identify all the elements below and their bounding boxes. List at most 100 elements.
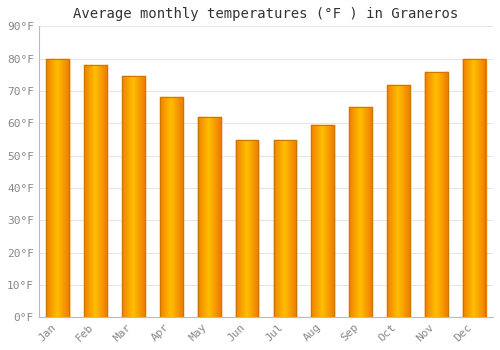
Bar	[90, 65, 91, 317]
Bar	[124, 76, 125, 317]
Bar	[162, 97, 163, 317]
Bar	[403, 84, 404, 317]
Bar	[248, 140, 250, 317]
Bar	[436, 72, 437, 317]
Bar	[205, 117, 206, 317]
Bar	[400, 84, 402, 317]
Bar	[94, 65, 95, 317]
Bar	[474, 59, 476, 317]
Bar	[167, 97, 168, 317]
Bar	[350, 107, 351, 317]
Bar	[252, 140, 254, 317]
Bar	[51, 59, 52, 317]
Bar	[466, 59, 467, 317]
Bar	[89, 65, 90, 317]
Bar	[236, 140, 237, 317]
Bar	[47, 59, 48, 317]
Bar	[291, 140, 292, 317]
Bar	[102, 65, 103, 317]
Bar	[366, 107, 367, 317]
Bar	[362, 107, 363, 317]
Bar	[331, 125, 332, 317]
Bar	[215, 117, 216, 317]
Bar	[359, 107, 360, 317]
Bar	[318, 125, 319, 317]
Bar	[179, 97, 180, 317]
Bar	[469, 59, 470, 317]
Bar	[392, 84, 394, 317]
Bar	[85, 65, 86, 317]
Bar	[274, 140, 275, 317]
Bar	[96, 65, 97, 317]
Bar	[447, 72, 448, 317]
Bar	[326, 125, 328, 317]
Bar	[59, 59, 60, 317]
Bar	[430, 72, 431, 317]
Bar	[242, 140, 243, 317]
Bar	[210, 117, 211, 317]
Bar	[237, 140, 238, 317]
Bar	[247, 140, 248, 317]
Bar	[56, 59, 57, 317]
Bar	[169, 97, 170, 317]
Bar	[181, 97, 182, 317]
Bar	[429, 72, 430, 317]
Bar	[254, 140, 255, 317]
Bar	[202, 117, 203, 317]
Bar	[483, 59, 484, 317]
Bar	[444, 72, 445, 317]
Bar	[358, 107, 359, 317]
Bar	[321, 125, 322, 317]
Bar	[135, 76, 136, 317]
Bar	[285, 140, 286, 317]
Bar	[405, 84, 406, 317]
Bar	[438, 72, 439, 317]
Bar	[63, 59, 64, 317]
Bar	[353, 107, 354, 317]
Bar	[349, 107, 350, 317]
Bar	[278, 140, 279, 317]
Bar	[445, 72, 446, 317]
Bar	[316, 125, 317, 317]
Bar	[240, 140, 241, 317]
Bar	[293, 140, 294, 317]
Bar	[295, 140, 296, 317]
Bar	[122, 76, 124, 317]
Bar	[244, 140, 246, 317]
Bar	[355, 107, 356, 317]
Bar	[46, 59, 47, 317]
Bar	[48, 59, 50, 317]
Bar	[219, 117, 220, 317]
Bar	[283, 140, 284, 317]
Bar	[292, 140, 293, 317]
Bar	[396, 84, 397, 317]
Bar	[391, 84, 392, 317]
Bar	[100, 65, 102, 317]
Bar	[317, 125, 318, 317]
Bar	[134, 76, 135, 317]
Bar	[286, 140, 287, 317]
Bar	[217, 117, 218, 317]
Bar	[62, 59, 63, 317]
Bar	[129, 76, 130, 317]
Bar	[330, 125, 332, 317]
Bar	[180, 97, 181, 317]
Bar	[132, 76, 133, 317]
Bar	[163, 97, 164, 317]
Bar	[473, 59, 474, 317]
Bar	[352, 107, 353, 317]
Bar	[470, 59, 472, 317]
Bar	[67, 59, 68, 317]
Bar	[390, 84, 391, 317]
Bar	[428, 72, 429, 317]
Bar	[66, 59, 67, 317]
Bar	[440, 72, 441, 317]
Bar	[409, 84, 410, 317]
Bar	[318, 125, 320, 317]
Bar	[257, 140, 258, 317]
Bar	[60, 59, 61, 317]
Bar	[280, 140, 281, 317]
Bar	[133, 76, 134, 317]
Bar	[68, 59, 69, 317]
Bar	[314, 125, 315, 317]
